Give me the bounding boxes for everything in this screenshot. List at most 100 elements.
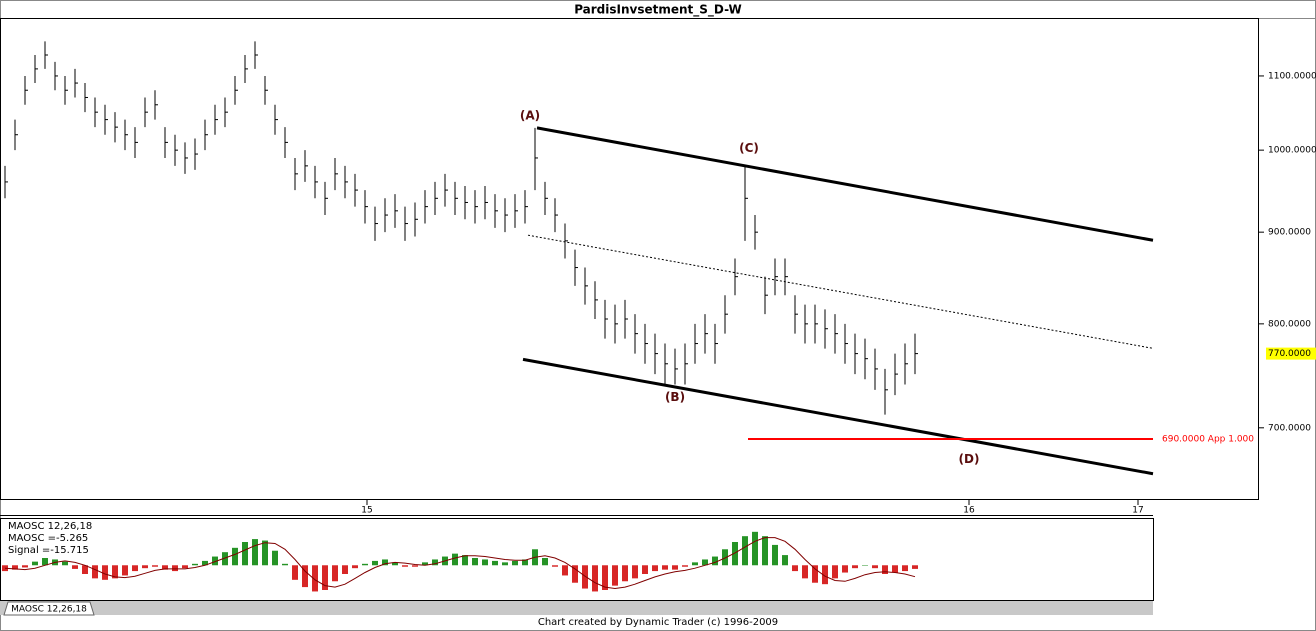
scroll-bar[interactable] [0, 601, 1153, 615]
histogram-bar [332, 565, 338, 582]
histogram-bar [292, 565, 298, 580]
price-panel [0, 18, 1259, 500]
histogram-bar [912, 565, 918, 569]
histogram-bar [902, 565, 908, 572]
trendline [522, 357, 1154, 476]
y-tick-label: 1000.0000 [1268, 146, 1316, 156]
signal-line [4, 537, 916, 590]
histogram-bar [362, 563, 368, 566]
osc-legend-maosc: MAOSC =-5.265 [8, 533, 88, 544]
histogram-bar [2, 565, 8, 572]
histogram-bar [622, 565, 628, 582]
histogram-bar [132, 565, 138, 572]
histogram-bar [72, 565, 78, 569]
histogram-bar [232, 547, 238, 566]
indicator-tab[interactable] [3, 601, 95, 616]
histogram-bar [102, 565, 108, 580]
histogram-bar [372, 560, 378, 566]
histogram-bar [452, 553, 458, 566]
histogram-bar [302, 565, 308, 588]
histogram-bar [402, 565, 408, 567]
y-tick-label: 900.0000 [1268, 228, 1311, 238]
histogram-bar [42, 558, 48, 566]
histogram-bar [662, 565, 668, 570]
histogram-bar [22, 565, 28, 568]
histogram-bar [482, 559, 488, 566]
histogram-bar [172, 565, 178, 572]
wave-label: (A) [520, 108, 540, 122]
y-tick-label: 800.0000 [1268, 319, 1311, 329]
histogram-bar [572, 565, 578, 583]
osc-legend-signal: Signal =-15.715 [8, 545, 89, 556]
histogram-bar [122, 565, 128, 576]
trendline [527, 234, 1154, 349]
osc-legend-title: MAOSC 12,26,18 [8, 521, 92, 532]
histogram-bar [282, 563, 288, 566]
histogram-bar [652, 565, 658, 572]
histogram-bar [272, 550, 278, 566]
histogram-bar [432, 559, 438, 566]
tab-label[interactable]: MAOSC 12,26,18 [11, 605, 87, 615]
histogram-bar [62, 561, 68, 566]
y-tick-label: 700.0000 [1268, 423, 1311, 433]
histogram-bar [642, 565, 648, 574]
histogram-bar [312, 565, 318, 592]
histogram-bar [382, 559, 388, 566]
x-tick-label: 15 [361, 506, 372, 516]
histogram-bar [212, 556, 218, 566]
histogram-bar [422, 562, 428, 566]
last-price-box [1266, 347, 1316, 360]
histogram-bar [512, 560, 518, 566]
histogram-bar [682, 565, 688, 567]
histogram-bar [872, 565, 878, 569]
histogram-bar [342, 565, 348, 574]
histogram-bar [612, 565, 618, 586]
histogram-bar [162, 565, 168, 570]
wave-label: (D) [959, 452, 980, 466]
histogram-bar [822, 565, 828, 585]
trendline [536, 126, 1154, 242]
wave-label: (B) [665, 390, 685, 404]
histogram-bar [112, 565, 118, 579]
histogram-bar [522, 559, 528, 566]
histogram-bar [582, 565, 588, 589]
histogram-bar [462, 555, 468, 566]
histogram-bar [352, 565, 358, 569]
histogram-bar [812, 565, 818, 583]
x-tick-label: 16 [963, 506, 975, 516]
histogram-bar [772, 544, 778, 566]
x-tick-label: 17 [1132, 506, 1143, 516]
histogram-bar [742, 536, 748, 566]
histogram-bar [592, 565, 598, 592]
histogram-bar [712, 556, 718, 566]
histogram-bar [762, 536, 768, 566]
histogram-bar [202, 560, 208, 566]
histogram-bar [152, 565, 158, 567]
histogram-bar [672, 565, 678, 570]
histogram-bar [322, 565, 328, 590]
histogram-bar [702, 559, 708, 566]
histogram-bar [792, 565, 798, 572]
histogram-bar [12, 565, 18, 570]
histogram-bar [562, 565, 568, 576]
histogram-bar [892, 565, 898, 573]
histogram-bar [412, 565, 418, 567]
y-tick-label: 1100.0000 [1268, 71, 1316, 81]
histogram-bar [782, 555, 788, 566]
histogram-bar [802, 565, 808, 579]
histogram-bar [732, 542, 738, 566]
histogram-bar [882, 565, 888, 574]
histogram-bar [92, 565, 98, 579]
histogram-bar [692, 562, 698, 566]
histogram-bar [862, 565, 868, 566]
histogram-bar [192, 563, 198, 566]
histogram-bar [602, 565, 608, 590]
histogram-bar [222, 552, 228, 566]
histogram-bar [142, 565, 148, 569]
histogram-bar [252, 539, 258, 566]
histogram-bar [492, 560, 498, 566]
histogram-bar [852, 565, 858, 569]
histogram-bar [502, 562, 508, 566]
histogram-bar [182, 565, 188, 569]
